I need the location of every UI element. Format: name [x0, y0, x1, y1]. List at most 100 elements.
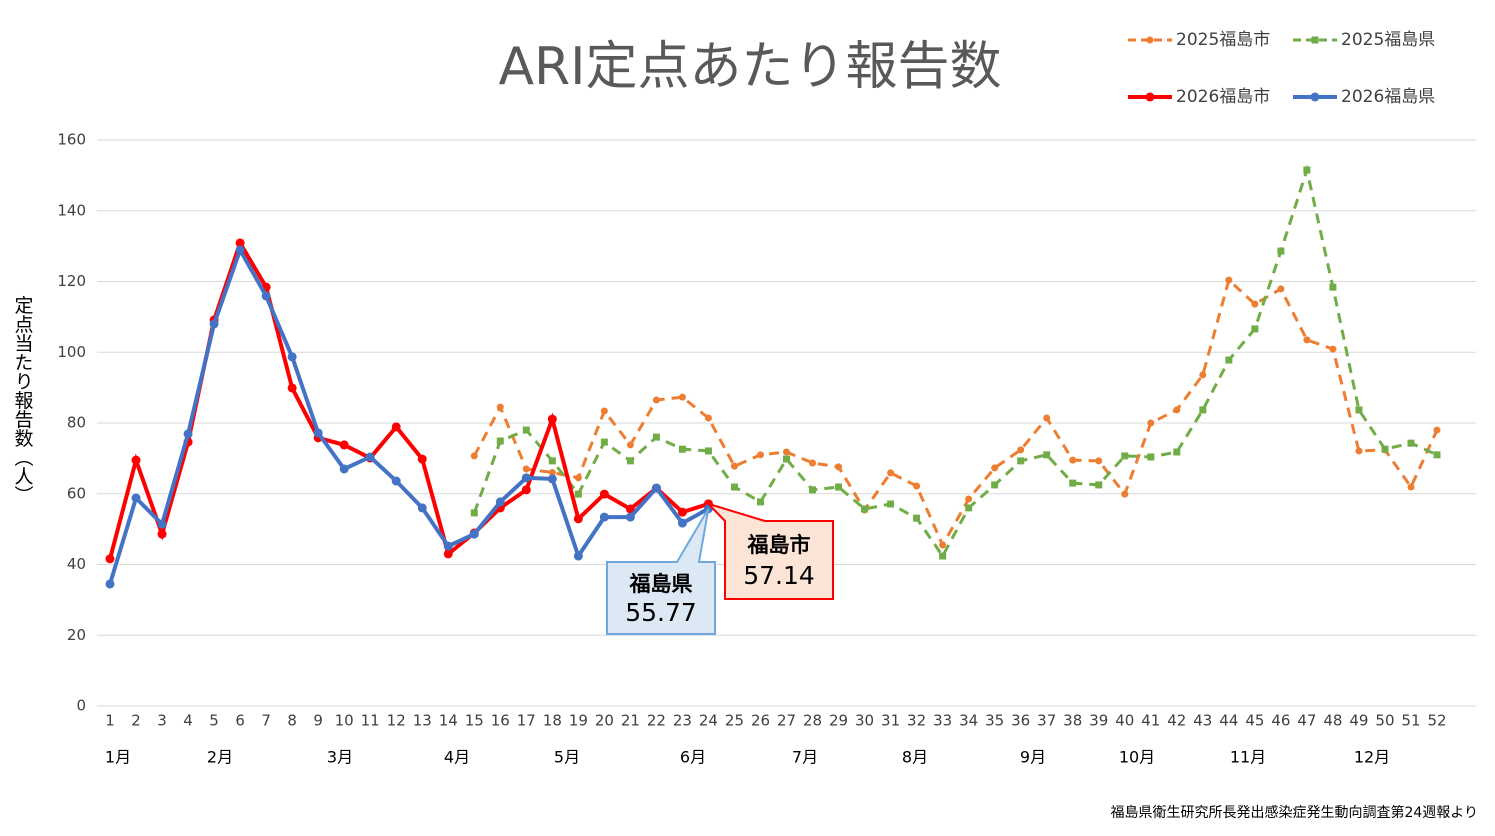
- x-tick-label: 37: [1037, 712, 1056, 730]
- marker: [756, 498, 764, 506]
- marker: [1310, 92, 1320, 102]
- marker: [365, 452, 375, 462]
- x-tick-label: 18: [543, 712, 562, 730]
- marker: [548, 457, 556, 465]
- marker: [209, 319, 219, 329]
- x-tick-label: 12: [387, 712, 406, 730]
- marker: [965, 495, 973, 503]
- x-tick-label: 43: [1193, 712, 1212, 730]
- x-tick-label: 45: [1245, 712, 1264, 730]
- marker: [547, 474, 557, 484]
- marker: [417, 503, 427, 513]
- x-tick-label: 30: [855, 712, 874, 730]
- marker: [677, 518, 687, 528]
- y-tick-label: 120: [57, 272, 86, 290]
- marker: [131, 493, 141, 503]
- month-label: 11月: [1230, 748, 1266, 767]
- marker: [1251, 325, 1259, 333]
- marker: [1069, 479, 1077, 487]
- marker: [339, 464, 349, 474]
- marker: [599, 512, 609, 522]
- y-tick-label: 60: [67, 484, 86, 502]
- marker: [235, 245, 245, 255]
- marker: [652, 433, 660, 441]
- x-tick-label: 5: [209, 712, 219, 730]
- series-line: [108, 238, 710, 560]
- x-tick-label: 24: [699, 712, 718, 730]
- marker: [131, 455, 141, 465]
- callout-box: [705, 501, 834, 600]
- marker: [1095, 457, 1103, 465]
- marker: [1121, 452, 1129, 460]
- x-tick-label: 48: [1323, 712, 1342, 730]
- marker: [339, 440, 349, 450]
- x-tick-label: 19: [569, 712, 588, 730]
- marker: [1251, 300, 1259, 308]
- x-tick-label: 3: [157, 712, 167, 730]
- x-tick-label: 15: [465, 712, 484, 730]
- marker: [470, 452, 478, 460]
- marker: [470, 509, 478, 517]
- marker: [287, 352, 297, 362]
- marker: [391, 422, 401, 432]
- marker: [1199, 406, 1207, 414]
- x-tick-label: 29: [829, 712, 848, 730]
- x-tick-label: 10: [335, 712, 354, 730]
- marker: [183, 429, 193, 439]
- x-tick-label: 13: [413, 712, 432, 730]
- month-label: 12月: [1354, 748, 1390, 767]
- marker: [913, 482, 921, 490]
- marker: [105, 579, 115, 589]
- marker: [443, 549, 453, 559]
- marker: [1146, 36, 1154, 44]
- marker: [157, 519, 167, 529]
- x-tick-label: 34: [959, 712, 978, 730]
- marker: [1355, 447, 1363, 455]
- marker: [574, 474, 582, 482]
- y-tick-label: 100: [57, 343, 86, 361]
- y-tick-label: 40: [67, 555, 86, 573]
- marker: [521, 485, 531, 495]
- marker: [1329, 345, 1337, 353]
- x-tick-label: 20: [595, 712, 614, 730]
- marker: [573, 514, 583, 524]
- month-label: 10月: [1119, 748, 1155, 767]
- x-tick-label: 21: [621, 712, 640, 730]
- legend-label: 2026福島県: [1341, 87, 1435, 107]
- month-label: 4月: [444, 748, 470, 767]
- marker: [991, 481, 999, 489]
- legend-label: 2026福島市: [1176, 87, 1270, 107]
- marker: [704, 447, 712, 455]
- chart-title: ARI定点あたり報告数: [498, 37, 1001, 97]
- marker: [469, 529, 479, 539]
- legend-label: 2025福島市: [1176, 30, 1270, 50]
- marker: [495, 497, 505, 507]
- marker: [1017, 457, 1025, 465]
- x-tick-label: 50: [1375, 712, 1394, 730]
- series-line: [472, 277, 1439, 549]
- x-tick-label: 28: [803, 712, 822, 730]
- x-tick-label: 6: [235, 712, 245, 730]
- marker: [1433, 426, 1441, 434]
- marker: [417, 454, 427, 464]
- x-tick-label: 51: [1401, 712, 1420, 730]
- marker: [651, 483, 661, 493]
- marker: [1199, 371, 1207, 379]
- marker: [522, 426, 530, 434]
- marker: [1407, 483, 1415, 491]
- x-tick-label: 38: [1063, 712, 1082, 730]
- marker: [1069, 456, 1077, 464]
- marker: [626, 441, 634, 449]
- x-tick-label: 36: [1011, 712, 1030, 730]
- marker: [678, 393, 686, 401]
- y-tick-label: 140: [57, 201, 86, 219]
- callout: 福島市 57.14: [705, 501, 834, 600]
- marker: [313, 428, 323, 438]
- y-tick-label: 20: [67, 626, 86, 644]
- marker: [573, 551, 583, 561]
- x-tick-label: 49: [1349, 712, 1368, 730]
- marker: [235, 238, 245, 248]
- marker: [1303, 336, 1311, 344]
- marker: [625, 512, 635, 522]
